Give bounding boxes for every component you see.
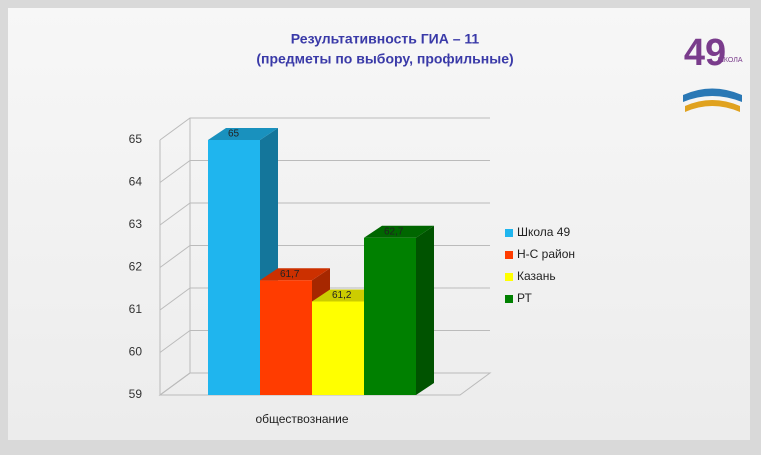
legend-swatch bbox=[505, 251, 513, 259]
bar bbox=[364, 237, 416, 395]
logo-book bbox=[685, 100, 740, 112]
data-label: 61,2 bbox=[332, 290, 352, 301]
y-tick-label: 64 bbox=[129, 175, 143, 189]
bar bbox=[208, 140, 260, 395]
logo-number: 49 bbox=[684, 32, 726, 74]
chart-subtitle: (предметы по выбору, профильные) bbox=[256, 51, 513, 67]
legend-label: РТ bbox=[517, 291, 532, 305]
plot: 59 60 61 62 63 64 65 65 Школа 49 61,7 Н-С район 61,… bbox=[129, 117, 575, 426]
grid-line bbox=[159, 160, 490, 183]
legend-label: Н-С район bbox=[517, 247, 575, 261]
bar bbox=[312, 301, 364, 395]
grid-line bbox=[159, 117, 490, 141]
bar-side bbox=[416, 225, 434, 395]
y-tick-label: 63 bbox=[129, 217, 143, 231]
legend-label: Школа 49 bbox=[517, 225, 570, 239]
y-tick-label: 61 bbox=[129, 302, 143, 316]
bar-top bbox=[208, 128, 278, 140]
logo-caption: ШКОЛА bbox=[717, 57, 742, 64]
legend-swatch bbox=[505, 229, 513, 237]
legend-label: Казань bbox=[517, 269, 556, 283]
bar-top bbox=[260, 268, 330, 281]
grid-line bbox=[159, 202, 490, 226]
bar bbox=[260, 280, 312, 395]
y-tick-label: 60 bbox=[129, 345, 143, 359]
x-tick-label: обществознание bbox=[255, 412, 348, 426]
data-label: 61,7 bbox=[280, 269, 300, 280]
data-label: 65 bbox=[228, 129, 240, 140]
y-tick-label: 62 bbox=[129, 260, 143, 274]
legend-swatch bbox=[505, 273, 513, 281]
chart-title: Результативность ГИА – 11 bbox=[291, 31, 480, 47]
data-label: 62,7 bbox=[384, 226, 404, 237]
logo: 49 ШКОЛА bbox=[683, 32, 743, 112]
bar-top bbox=[364, 225, 434, 238]
y-tick-label: 59 bbox=[129, 387, 143, 401]
logo-book bbox=[683, 88, 742, 102]
legend-swatch bbox=[505, 295, 513, 303]
y-tick-label: 65 bbox=[129, 132, 143, 146]
